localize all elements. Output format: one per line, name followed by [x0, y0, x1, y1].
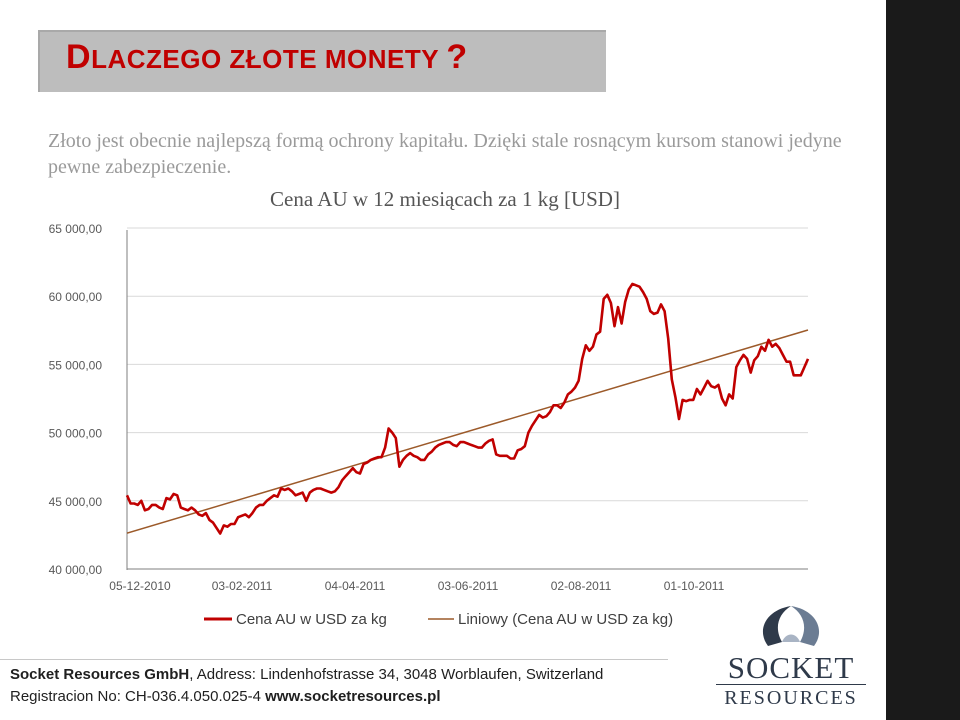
y-tick-label: 65 000,00	[49, 222, 103, 236]
page-title: DLACZEGO ZŁOTE MONETY ?	[66, 38, 468, 77]
title-box: DLACZEGO ZŁOTE MONETY ?	[38, 30, 606, 92]
footer-website-link[interactable]: www.socketresources.pl	[265, 688, 441, 705]
x-tick-label: 05-12-2010	[109, 579, 171, 593]
intro-text: Złoto jest obecnie najlepszą formą ochro…	[48, 130, 842, 178]
y-tick-labels: 40 000,00 45 000,00 50 000,00 55 000,00 60 0…	[49, 222, 103, 577]
legend-series-label: Cena AU w USD za kg	[236, 611, 387, 628]
y-tick-label: 45 000,00	[49, 495, 103, 509]
title-question-mark: ?	[446, 38, 468, 76]
x-tick-label: 02-08-2011	[551, 579, 612, 593]
chart-legend: Cena AU w USD za kg Liniowy (Cena AU w U…	[204, 611, 673, 628]
logo-word-resources: RESOURCES	[716, 684, 866, 710]
logo-swirl-icon	[762, 606, 820, 646]
y-tick-label: 50 000,00	[49, 427, 103, 441]
x-tick-label: 04-04-2011	[325, 579, 386, 593]
x-tick-label: 03-02-2011	[212, 579, 273, 593]
chart-title: Cena AU w 12 miesiącach za 1 kg [USD]	[270, 187, 620, 211]
footer-registration: Registracion No: CH-036.4.050.025-4	[10, 688, 266, 705]
price-series-line	[125, 282, 810, 535]
footer-address: , Address: Lindenhofstrasse 34, 3048 Wor…	[189, 666, 604, 683]
logo-word-socket: SOCKET	[727, 650, 855, 685]
trend-line	[126, 329, 809, 534]
gold-price-chart: Cena AU w 12 miesiącach za 1 kg [USD] 40…	[49, 187, 810, 628]
legend-trend-label: Liniowy (Cena AU w USD za kg)	[458, 611, 673, 628]
footer: Socket Resources GmbH, Address: Lindenho…	[10, 664, 603, 708]
socket-resources-logo: SOCKET RESOURCES	[716, 602, 866, 714]
footer-divider	[0, 659, 668, 660]
footer-reg-line: Registracion No: CH-036.4.050.025-4 www.…	[10, 686, 603, 708]
brand-sidebar	[886, 0, 960, 720]
x-tick-label: 03-06-2011	[438, 579, 499, 593]
title-rest: LACZEGO ZŁOTE MONETY	[91, 44, 447, 74]
footer-company: Socket Resources GmbH	[10, 666, 190, 683]
title-initial: D	[66, 38, 92, 76]
y-tick-label: 55 000,00	[49, 358, 103, 372]
y-tick-label: 40 000,00	[49, 563, 103, 577]
x-tick-labels: 05-12-2010 03-02-2011 04-04-2011 03-06-2011…	[109, 579, 724, 593]
gridlines	[127, 227, 808, 570]
y-tick-label: 60 000,00	[49, 290, 103, 304]
x-tick-label: 01-10-2011	[664, 579, 725, 593]
footer-address-line: Socket Resources GmbH, Address: Lindenho…	[10, 664, 603, 686]
